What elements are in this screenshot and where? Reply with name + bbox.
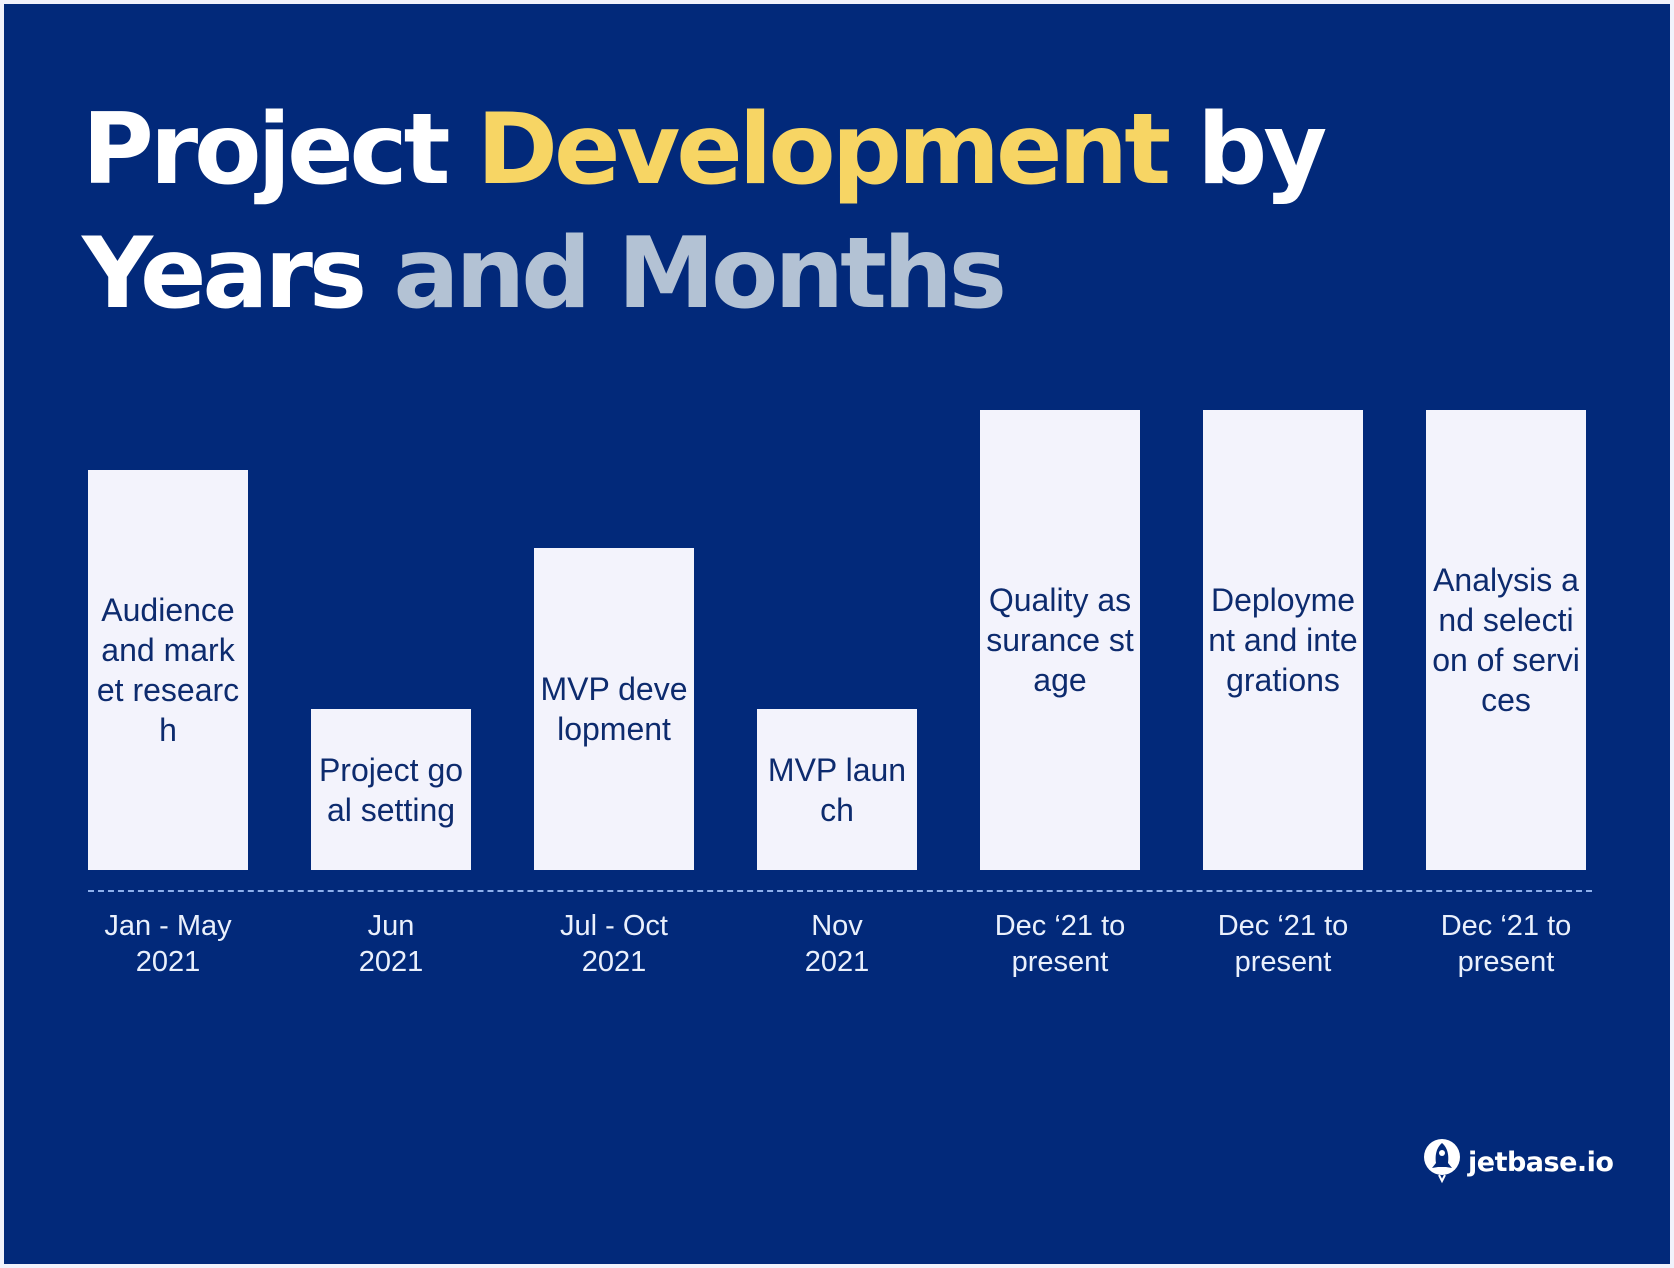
x-tick-label-line2: present	[1457, 946, 1555, 978]
x-tick-label-line2: 2021	[804, 946, 870, 978]
bar-label: MVP launch	[767, 751, 907, 828]
x-tick-label: Dec ‘21 to present	[1406, 908, 1606, 980]
bar: Audience and market research	[88, 470, 248, 870]
x-tick-label: Nov 2021	[737, 908, 937, 980]
x-tick-label-line2: present	[1011, 946, 1109, 978]
x-tick-label-line1: Dec ‘21 to	[1217, 910, 1349, 942]
title-part-and-months: and Months	[393, 217, 1007, 331]
bar: Quality assurance stage	[980, 410, 1140, 870]
x-tick-label-line1: Jan - May	[104, 910, 232, 942]
bar-label: Quality assurance stage	[986, 582, 1134, 698]
x-tick-label: Jan - May 2021	[68, 908, 268, 980]
x-tick-label-line1: Nov	[811, 910, 863, 942]
bar: Project goal setting	[311, 709, 471, 870]
x-tick-label-line2: present	[1234, 946, 1332, 978]
dashed-baseline	[88, 890, 1592, 892]
bar-label: Audience and market research	[96, 592, 240, 748]
bar-label: Deployment and integrations	[1208, 582, 1358, 698]
x-tick-label: Dec ‘21 to present	[960, 908, 1160, 980]
x-tick-label-line2: 2021	[581, 946, 647, 978]
x-tick-label-line1: Jun	[367, 910, 415, 942]
bar-label: Project goal setting	[318, 751, 464, 828]
infographic-canvas: Project Development by Years and Months A…	[4, 4, 1670, 1264]
rocket-icon	[1424, 1139, 1460, 1184]
title-part-development: Development	[476, 93, 1171, 207]
bar-label: MVP development	[540, 671, 688, 747]
x-tick-label-line1: Jul - Oct	[560, 910, 668, 942]
title-part-years: Years	[82, 217, 394, 331]
title-part-by: by	[1167, 93, 1327, 207]
bar: MVP development	[534, 548, 694, 870]
x-tick-label: Jun 2021	[291, 908, 491, 980]
x-tick-label-line1: Dec ‘21 to	[994, 910, 1126, 942]
bar-label: Analysis and selection of services	[1432, 562, 1580, 718]
bar: MVP launch	[757, 709, 917, 870]
x-tick-label: Dec ‘21 to present	[1183, 908, 1383, 980]
x-tick-label-line2: 2021	[135, 946, 201, 978]
x-tick-label: Jul - Oct 2021	[514, 908, 714, 980]
x-tick-label-line2: 2021	[358, 946, 424, 978]
brand-logo: jetbase.io	[1422, 1139, 1614, 1184]
chart-title: Project Development by Years and Months	[82, 88, 1327, 336]
bar: Analysis and selection of services	[1426, 410, 1586, 870]
x-tick-label-line1: Dec ‘21 to	[1440, 910, 1572, 942]
brand-name: jetbase.io	[1468, 1146, 1614, 1178]
title-part-project: Project	[82, 93, 477, 207]
bar: Deployment and integrations	[1203, 410, 1363, 870]
